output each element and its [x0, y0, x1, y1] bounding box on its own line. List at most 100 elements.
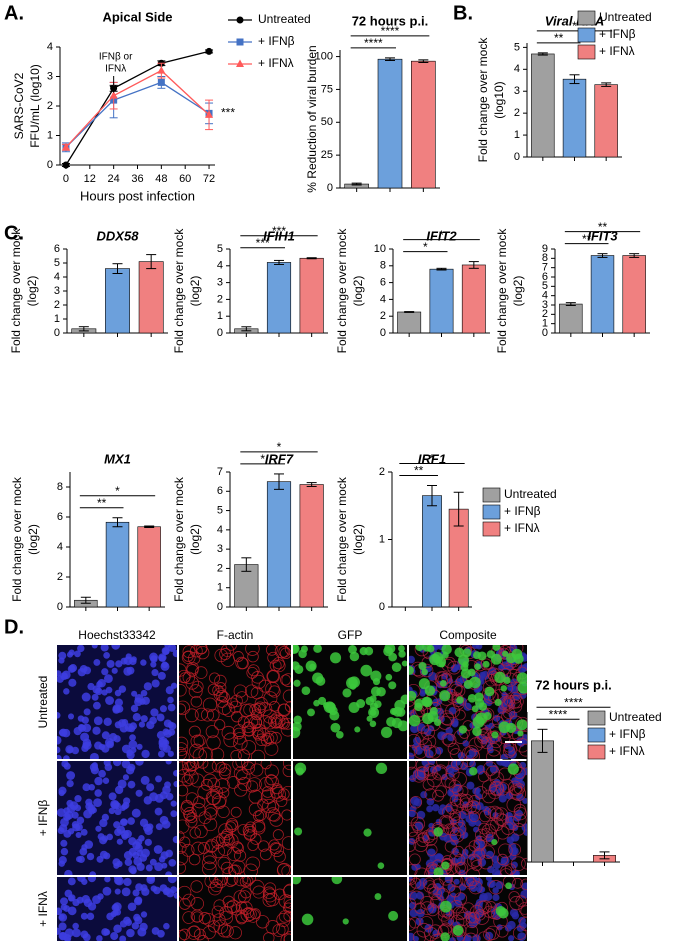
legend-label: + IFNλ [599, 44, 635, 58]
nucleus [111, 645, 121, 650]
cell-border [271, 783, 283, 795]
nucleus [506, 836, 515, 844]
micrograph [179, 645, 291, 759]
nucleus [114, 721, 122, 729]
cell-border [213, 899, 226, 912]
infected-cell [474, 698, 485, 708]
nucleus [58, 931, 68, 941]
point [157, 78, 165, 86]
cell-border [183, 809, 196, 822]
nucleus [88, 784, 96, 791]
cell-border [202, 925, 216, 940]
infected-cell [388, 681, 397, 690]
cell-border [179, 750, 190, 759]
y-tick-label: 5 [542, 280, 548, 292]
significance-label: * [572, 19, 577, 33]
infected-cell [491, 839, 498, 846]
cell-border [474, 786, 488, 800]
point [205, 47, 213, 55]
nucleus [77, 645, 85, 653]
nucleus [67, 906, 77, 916]
cell-border [233, 766, 248, 781]
nucleus [71, 811, 79, 819]
infected-cell [484, 686, 495, 697]
y-tick-label: 0 [542, 327, 548, 339]
cell-border [496, 826, 510, 840]
cell-border [210, 879, 224, 893]
cell-border [233, 890, 247, 904]
bar [377, 58, 403, 189]
cell-border [468, 737, 484, 752]
error-bar [597, 253, 608, 258]
cell-border [208, 881, 222, 896]
nucleus [153, 886, 161, 895]
cell-border [422, 734, 437, 749]
infected-cell [293, 715, 302, 725]
micrograph [293, 645, 407, 759]
nucleus [68, 649, 75, 656]
cell-border [228, 864, 242, 875]
legend-swatch [482, 504, 501, 520]
nucleus [419, 690, 426, 697]
cell-border [438, 814, 453, 829]
infected-cell [492, 645, 501, 651]
cell-border [452, 821, 467, 836]
y-tick-label: 9 [542, 243, 548, 255]
cell-border [202, 855, 217, 871]
nucleus [143, 682, 152, 691]
cell-border [210, 747, 225, 759]
error-bar [537, 52, 548, 56]
nucleus [153, 845, 163, 854]
y-tick-label: 2 [542, 308, 548, 320]
cell-border [424, 744, 437, 758]
cell-border [230, 749, 242, 759]
cell-border [245, 821, 257, 833]
bar [105, 268, 130, 334]
y-tick-label: 2 [380, 310, 386, 322]
nucleus [123, 916, 131, 925]
y-tick-label: 4 [514, 63, 520, 75]
infected-cell [494, 698, 502, 706]
nucleus [453, 896, 461, 904]
cell-border [250, 833, 262, 845]
significance-label: ** [554, 31, 564, 45]
nucleus [523, 828, 527, 836]
nucleus [75, 856, 83, 863]
cell-border [250, 686, 264, 700]
micrograph [179, 761, 291, 875]
nucleus [140, 911, 148, 918]
nucleus [167, 750, 174, 757]
cell-border [237, 716, 250, 728]
cell-border [423, 880, 437, 893]
cell-border [426, 903, 439, 917]
infected-cell [439, 900, 452, 913]
nucleus [72, 898, 80, 907]
nucleus [170, 682, 177, 689]
cell-border [461, 803, 473, 815]
nucleus [72, 922, 79, 930]
error-bar [629, 253, 640, 258]
cell-border [215, 877, 229, 886]
infected-cell [503, 676, 511, 684]
cell-border [504, 863, 517, 875]
nucleus [120, 818, 128, 826]
cell-border [247, 664, 260, 677]
nucleus [63, 688, 70, 695]
y-tick-label: 1 [379, 533, 385, 545]
legend-label: + IFNλ [504, 521, 540, 535]
cell-border [475, 828, 488, 842]
cell-border [240, 907, 255, 922]
error-bar [601, 82, 612, 87]
cell-border [507, 780, 522, 795]
error-bar [453, 491, 464, 527]
nucleus [511, 911, 520, 920]
cell-border [245, 856, 261, 871]
micrograph [57, 877, 177, 941]
micrograph [293, 877, 407, 941]
infected-cell [293, 645, 300, 654]
cell-border [513, 803, 526, 817]
cell-border [268, 714, 282, 729]
nucleus [57, 675, 64, 683]
nucleus [170, 886, 177, 894]
cell-border [235, 909, 249, 923]
